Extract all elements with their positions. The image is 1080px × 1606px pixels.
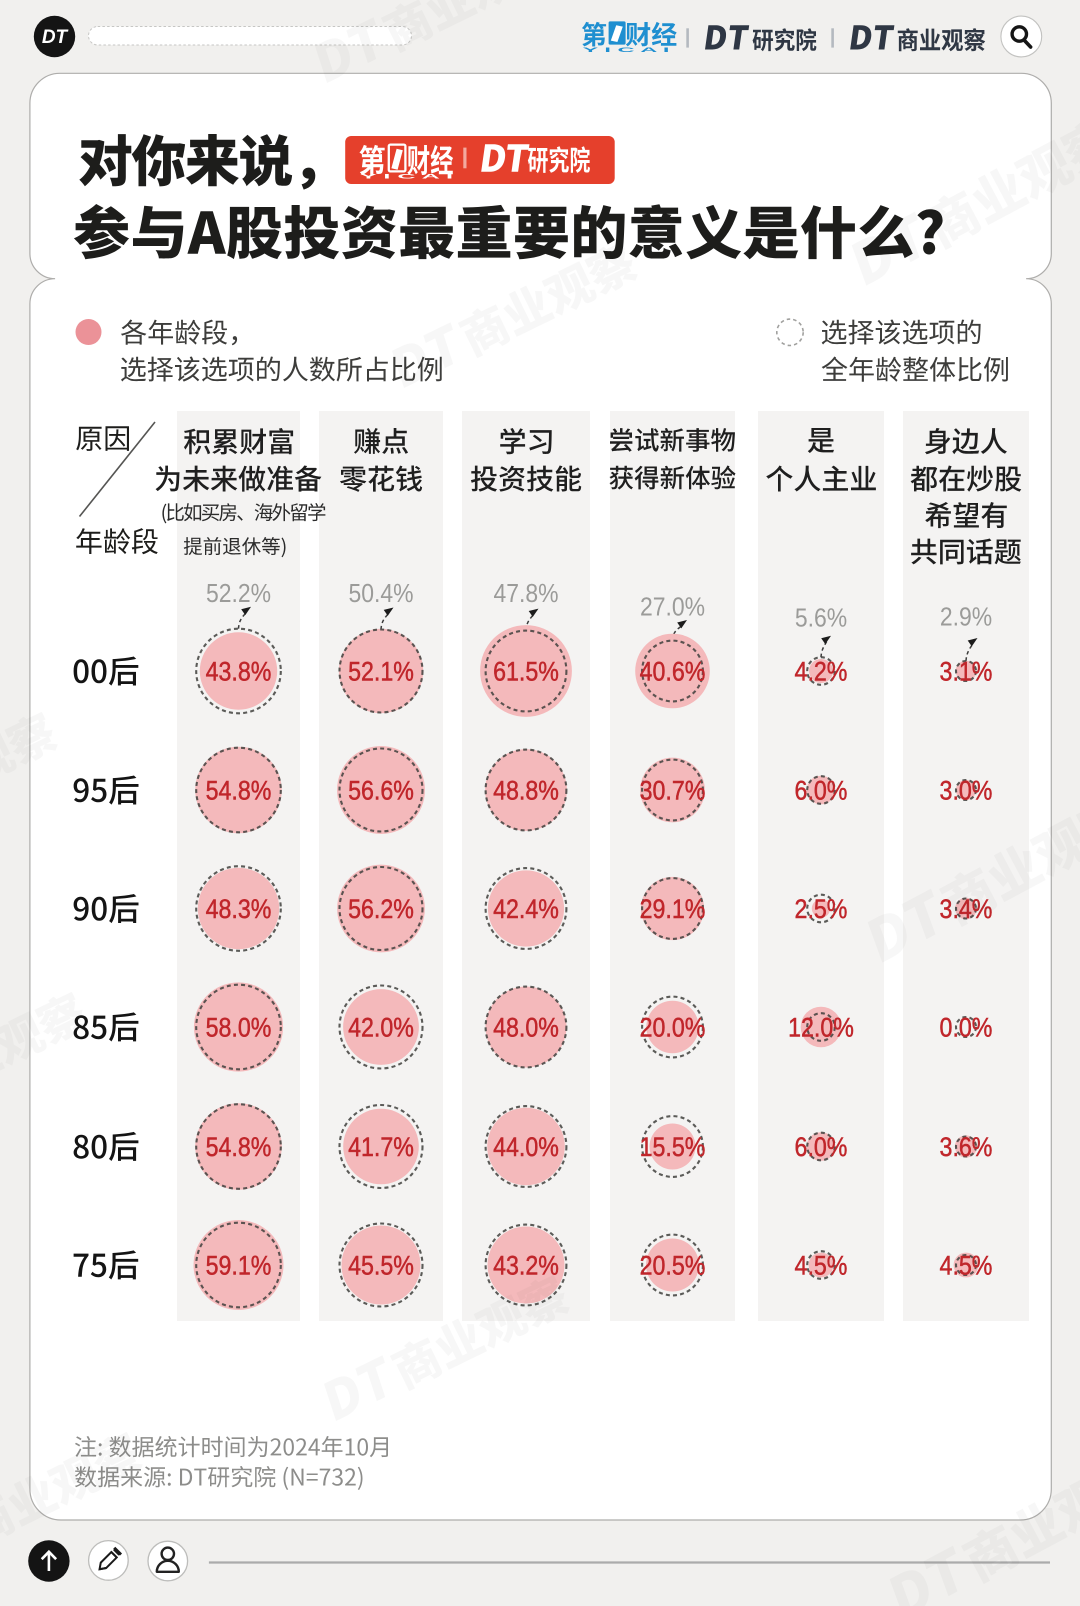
svg-text:5.6%: 5.6% (795, 604, 847, 632)
svg-text:6.0%: 6.0% (795, 776, 848, 806)
svg-text:40.6%: 40.6% (640, 657, 706, 687)
svg-text:42.4%: 42.4% (493, 894, 559, 924)
svg-text:52.2%: 52.2% (206, 580, 271, 608)
svg-text:42.0%: 42.0% (348, 1013, 414, 1043)
svg-text:20.0%: 20.0% (640, 1013, 706, 1043)
svg-text:50.4%: 50.4% (348, 580, 413, 608)
svg-text:47.8%: 47.8% (493, 580, 558, 608)
svg-text:58.0%: 58.0% (206, 1013, 272, 1043)
svg-text:Y I C A I: Y I C A I (360, 175, 454, 181)
svg-text:56.6%: 56.6% (348, 776, 414, 806)
svg-text:DT: DT (42, 27, 69, 48)
svg-text:4.5%: 4.5% (940, 1251, 993, 1281)
svg-text:48.8%: 48.8% (493, 776, 559, 806)
svg-text:59.1%: 59.1% (206, 1251, 272, 1281)
svg-text:44.0%: 44.0% (493, 1132, 559, 1162)
svg-text:41.7%: 41.7% (348, 1132, 414, 1162)
svg-text:29.1%: 29.1% (640, 894, 706, 924)
svg-text:15.5%: 15.5% (640, 1132, 706, 1162)
svg-text:4.5%: 4.5% (795, 1251, 848, 1281)
svg-text:27.0%: 27.0% (640, 593, 705, 621)
svg-text:3.6%: 3.6% (940, 1132, 993, 1162)
svg-text:2.9%: 2.9% (940, 604, 992, 632)
svg-text:2.5%: 2.5% (795, 894, 848, 924)
svg-text:61.5%: 61.5% (493, 657, 559, 687)
svg-text:54.8%: 54.8% (206, 1132, 272, 1162)
svg-text:Y I C A I: Y I C A I (583, 47, 671, 54)
svg-text:54.8%: 54.8% (206, 776, 272, 806)
svg-text:43.8%: 43.8% (206, 657, 272, 687)
svg-text:3.1%: 3.1% (940, 657, 993, 687)
svg-text:12.0%: 12.0% (788, 1013, 854, 1043)
svg-text:45.5%: 45.5% (348, 1251, 414, 1281)
svg-text:48.0%: 48.0% (493, 1013, 559, 1043)
svg-text:0.0%: 0.0% (940, 1013, 993, 1043)
svg-text:4.2%: 4.2% (795, 657, 848, 687)
svg-text:43.2%: 43.2% (493, 1251, 559, 1281)
svg-text:30.7%: 30.7% (640, 776, 706, 806)
svg-text:56.2%: 56.2% (348, 894, 414, 924)
svg-text:52.1%: 52.1% (348, 657, 414, 687)
svg-text:20.5%: 20.5% (640, 1251, 706, 1281)
svg-text:3.0%: 3.0% (940, 776, 993, 806)
svg-text:6.0%: 6.0% (795, 1132, 848, 1162)
svg-text:48.3%: 48.3% (206, 894, 272, 924)
